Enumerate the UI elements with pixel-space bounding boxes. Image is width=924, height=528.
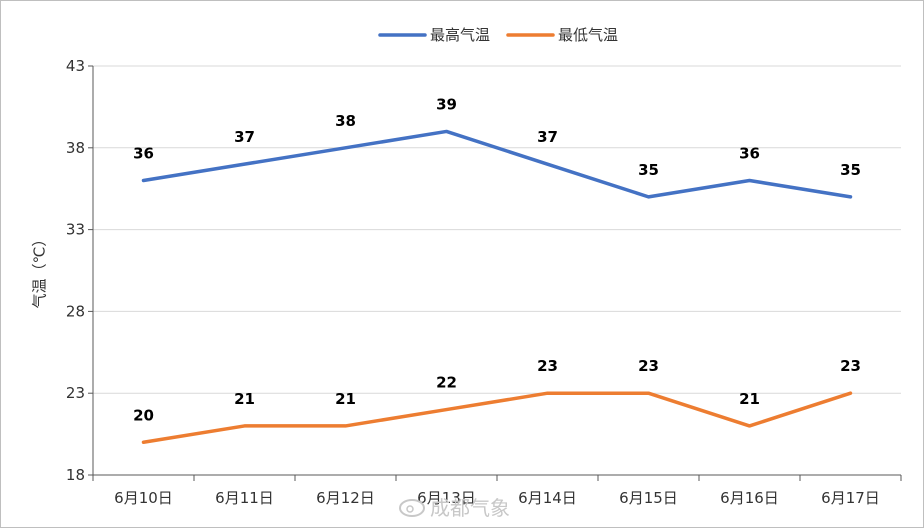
y-tick-label: 33 bbox=[66, 221, 85, 239]
grid-lines bbox=[93, 65, 901, 394]
x-tick-label: 6月15日 bbox=[619, 489, 678, 507]
data-label: 21 bbox=[234, 390, 255, 408]
data-label: 35 bbox=[840, 161, 861, 179]
watermark: 成都气象 bbox=[399, 496, 510, 520]
data-label: 35 bbox=[638, 161, 659, 179]
weibo-logo-eye-icon bbox=[406, 505, 414, 513]
data-label: 23 bbox=[638, 357, 659, 375]
legend-label: 最低气温 bbox=[558, 26, 618, 44]
data-label: 36 bbox=[133, 145, 154, 163]
legend-label: 最高气温 bbox=[430, 26, 490, 44]
y-axis-label: 气温（℃） bbox=[31, 232, 49, 309]
data-label: 22 bbox=[436, 374, 457, 392]
series-lines bbox=[141, 129, 853, 445]
y-tick-label: 43 bbox=[66, 57, 85, 75]
weibo-logo-icon bbox=[399, 499, 425, 517]
data-label: 36 bbox=[739, 145, 760, 163]
x-tick-label: 6月10日 bbox=[114, 489, 173, 507]
series-line-1 bbox=[141, 391, 853, 445]
data-label: 23 bbox=[537, 357, 558, 375]
x-tick-labels: 6月10日 6月11日 6月12日 6月13日 6月14日 6月15日 6月16日 6月17日 bbox=[114, 489, 880, 507]
series-line-0 bbox=[141, 129, 853, 199]
x-tick-label: 6月11日 bbox=[215, 489, 274, 507]
y-tick-label: 28 bbox=[66, 302, 85, 320]
x-tick-label: 6月13日 bbox=[417, 489, 476, 507]
data-label: 23 bbox=[840, 357, 861, 375]
axes bbox=[88, 65, 902, 481]
x-tick-label: 6月16日 bbox=[720, 489, 779, 507]
x-tick-label: 6月17日 bbox=[821, 489, 880, 507]
data-label: 37 bbox=[537, 128, 558, 146]
data-label: 21 bbox=[335, 390, 356, 408]
data-label: 21 bbox=[739, 390, 760, 408]
data-label: 20 bbox=[133, 406, 154, 424]
watermark-text: 成都气象 bbox=[430, 496, 510, 520]
y-tick-label: 23 bbox=[66, 384, 85, 402]
x-tick-label: 6月14日 bbox=[518, 489, 577, 507]
data-labels: 36 37 38 39 37 35 36 35 20 21 21 22 23 23 21 23 bbox=[133, 95, 861, 424]
y-tick-label: 18 bbox=[66, 466, 85, 484]
y-tick-label: 38 bbox=[66, 139, 85, 157]
x-tick-label: 6月12日 bbox=[316, 489, 375, 507]
data-label: 37 bbox=[234, 128, 255, 146]
data-label: 38 bbox=[335, 112, 356, 130]
y-tick-labels: 18 23 28 33 38 43 bbox=[66, 57, 85, 484]
data-label: 39 bbox=[436, 95, 457, 113]
legend: 最高气温 最低气温 bbox=[378, 26, 618, 44]
